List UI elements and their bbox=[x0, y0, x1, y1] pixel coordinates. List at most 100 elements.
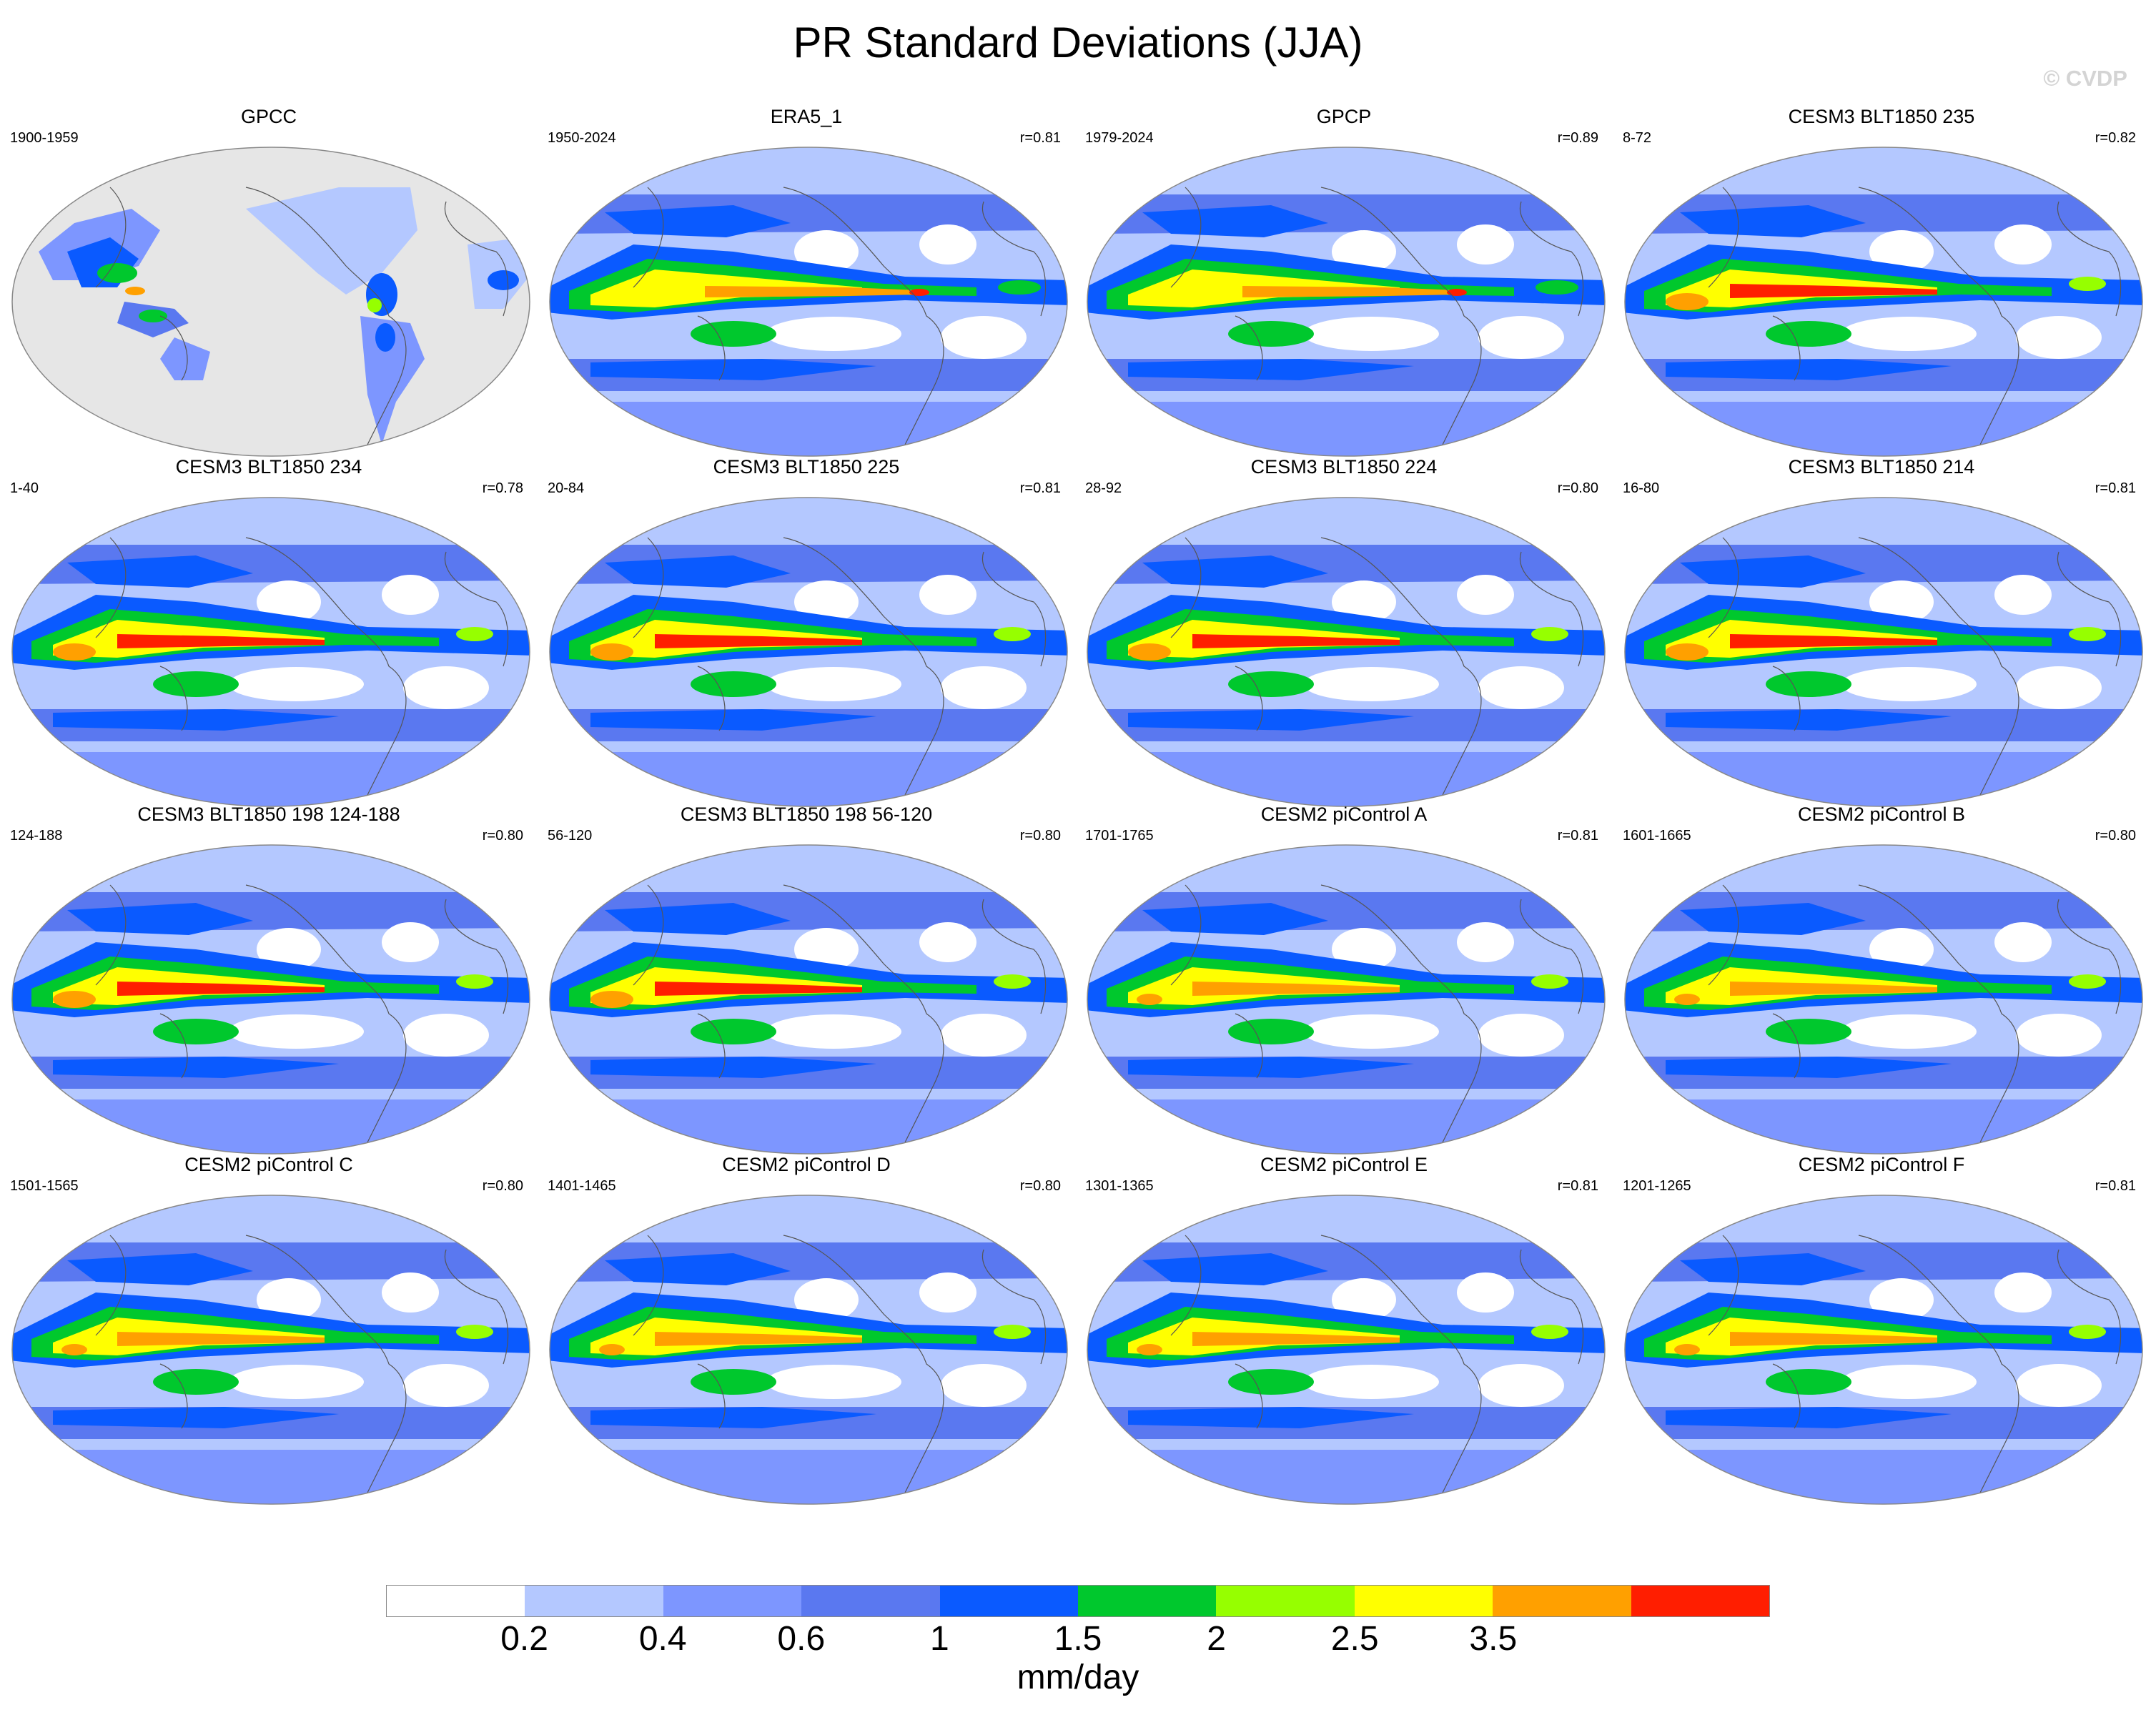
warm-pool-max bbox=[1674, 1344, 1700, 1355]
panel-title: CESM2 piControl A bbox=[1260, 804, 1428, 825]
atlantic-itcz bbox=[1531, 627, 1568, 641]
spcz bbox=[691, 321, 776, 347]
dry-zone-north-atlantic bbox=[919, 224, 976, 265]
panel-years: 1201-1265 bbox=[1623, 1178, 1691, 1194]
warm-pool-max bbox=[1137, 1344, 1162, 1355]
band-south-pacific bbox=[53, 1057, 339, 1078]
panel-correlation: r=0.81 bbox=[2095, 480, 2136, 496]
dry-zone-south-atlantic bbox=[941, 1364, 1027, 1407]
dry-zone-north-pacific bbox=[1332, 1278, 1396, 1321]
warm-pool-max bbox=[590, 643, 633, 661]
polar-south bbox=[1625, 1450, 2142, 1504]
polar-north bbox=[1087, 147, 1605, 187]
panel-correlation: r=0.81 bbox=[1019, 480, 1061, 496]
polar-north bbox=[12, 1195, 530, 1235]
polar-north bbox=[12, 498, 530, 538]
itcz-core bbox=[1242, 286, 1457, 297]
coastline bbox=[95, 537, 509, 796]
band-south-pacific bbox=[590, 1057, 876, 1078]
dry-zone-indian-ocean bbox=[74, 1363, 146, 1394]
colorbar-swatches bbox=[386, 1585, 1770, 1617]
coastline bbox=[1708, 537, 2122, 796]
spcz bbox=[1766, 671, 1851, 697]
warm-pool-max bbox=[599, 1344, 625, 1355]
dry-zone-southeast-pacific bbox=[1303, 1365, 1439, 1399]
atlantic-itcz bbox=[994, 1325, 1031, 1339]
map-panel: CESM3 BLT1850 224 28-92 r=0.80 bbox=[1075, 455, 1613, 812]
robinson-map bbox=[1624, 844, 2143, 1155]
panel-title: CESM3 BLT1850 214 bbox=[1788, 456, 1975, 478]
land-australia bbox=[160, 337, 210, 380]
panel-years: 1950-2024 bbox=[548, 130, 616, 146]
dry-zone-north-pacific bbox=[794, 928, 859, 971]
polar-north bbox=[1087, 498, 1605, 538]
polar-south bbox=[1087, 1099, 1605, 1154]
polar-south bbox=[550, 402, 1067, 456]
land-africa-core bbox=[488, 270, 519, 290]
coastline bbox=[1170, 187, 1584, 445]
warm-pool-max bbox=[53, 643, 96, 661]
robinson-map bbox=[11, 497, 530, 807]
panel-title: CESM2 piControl F bbox=[1798, 1154, 1965, 1175]
colorbar-swatch bbox=[801, 1586, 940, 1616]
colorbar-tick-label: 3.5 bbox=[1469, 1620, 1518, 1658]
dry-zone-southeast-pacific bbox=[1303, 317, 1439, 351]
dry-zone-north-atlantic bbox=[1457, 224, 1514, 265]
map-outline bbox=[11, 1195, 530, 1505]
band-south-pacific bbox=[1666, 359, 1952, 380]
dry-zone-south-atlantic bbox=[1478, 1364, 1564, 1407]
polar-north bbox=[550, 498, 1067, 538]
panel-title: CESM3 BLT1850 198 124-188 bbox=[137, 804, 400, 825]
dry-zone-indian-ocean bbox=[1149, 1363, 1221, 1394]
watermark: © CVDP bbox=[2043, 66, 2127, 91]
colorbar-swatch bbox=[387, 1586, 525, 1616]
warm-pool-max bbox=[1674, 994, 1700, 1005]
panel-title: CESM3 BLT1850 225 bbox=[713, 456, 900, 478]
panel-years: 1900-1959 bbox=[10, 130, 79, 146]
polar-south bbox=[1087, 402, 1605, 456]
panel-title: CESM2 piControl C bbox=[184, 1154, 353, 1175]
map-outline bbox=[1624, 497, 2143, 807]
panel-correlation: r=0.80 bbox=[1557, 480, 1598, 496]
panel-title: CESM2 piControl D bbox=[722, 1154, 891, 1175]
land-south-america-core bbox=[375, 323, 395, 352]
colorbar-swatch bbox=[663, 1586, 802, 1616]
dry-zone-indian-ocean bbox=[1149, 665, 1221, 696]
polar-south bbox=[12, 1450, 530, 1504]
band-north-pacific bbox=[605, 555, 791, 588]
band-north-pacific bbox=[1142, 903, 1328, 935]
polar-north bbox=[12, 845, 530, 885]
coastline bbox=[1170, 537, 1584, 796]
itcz-core bbox=[705, 286, 919, 297]
panel-correlation: r=0.81 bbox=[1557, 828, 1598, 844]
dry-zone-south-atlantic bbox=[941, 316, 1027, 359]
land-maritime-core bbox=[139, 310, 167, 322]
polar-south bbox=[1625, 1099, 2142, 1154]
itcz-core bbox=[1730, 284, 1937, 298]
colorbar-tick-label: 1 bbox=[930, 1620, 949, 1658]
spcz bbox=[153, 1019, 239, 1044]
dry-zone-indian-ocean bbox=[1687, 665, 1759, 696]
panel-correlation: r=0.81 bbox=[2095, 1178, 2136, 1194]
dry-zone-north-pacific bbox=[257, 928, 321, 971]
band-south-pacific bbox=[1128, 1407, 1414, 1428]
map-outline bbox=[549, 1195, 1068, 1505]
spcz bbox=[153, 671, 239, 697]
polar-south bbox=[12, 1099, 530, 1154]
dry-zone-south-atlantic bbox=[941, 1014, 1027, 1057]
map-panel: CESM2 piControl E 1301-1365 r=0.81 bbox=[1075, 1152, 1613, 1510]
map-outline bbox=[11, 497, 530, 807]
panel-years: 1701-1765 bbox=[1085, 828, 1154, 844]
spcz bbox=[153, 1369, 239, 1395]
missing-data-ocean bbox=[12, 147, 530, 456]
band-south-pacific bbox=[1666, 709, 1952, 731]
atlantic-itcz bbox=[994, 627, 1031, 641]
panel-correlation: r=0.80 bbox=[2095, 828, 2136, 844]
panel-correlation: r=0.82 bbox=[2095, 130, 2136, 146]
map-panel: CESM3 BLT1850 198 56-120 56-120 r=0.80 bbox=[538, 802, 1075, 1160]
map-panel: CESM2 piControl D 1401-1465 r=0.80 bbox=[538, 1152, 1075, 1510]
coastline bbox=[1170, 884, 1584, 1143]
dry-zone-indian-ocean bbox=[1687, 1012, 1759, 1044]
map-panel: CESM2 piControl F 1201-1265 r=0.81 bbox=[1613, 1152, 2150, 1510]
polar-south bbox=[12, 752, 530, 806]
